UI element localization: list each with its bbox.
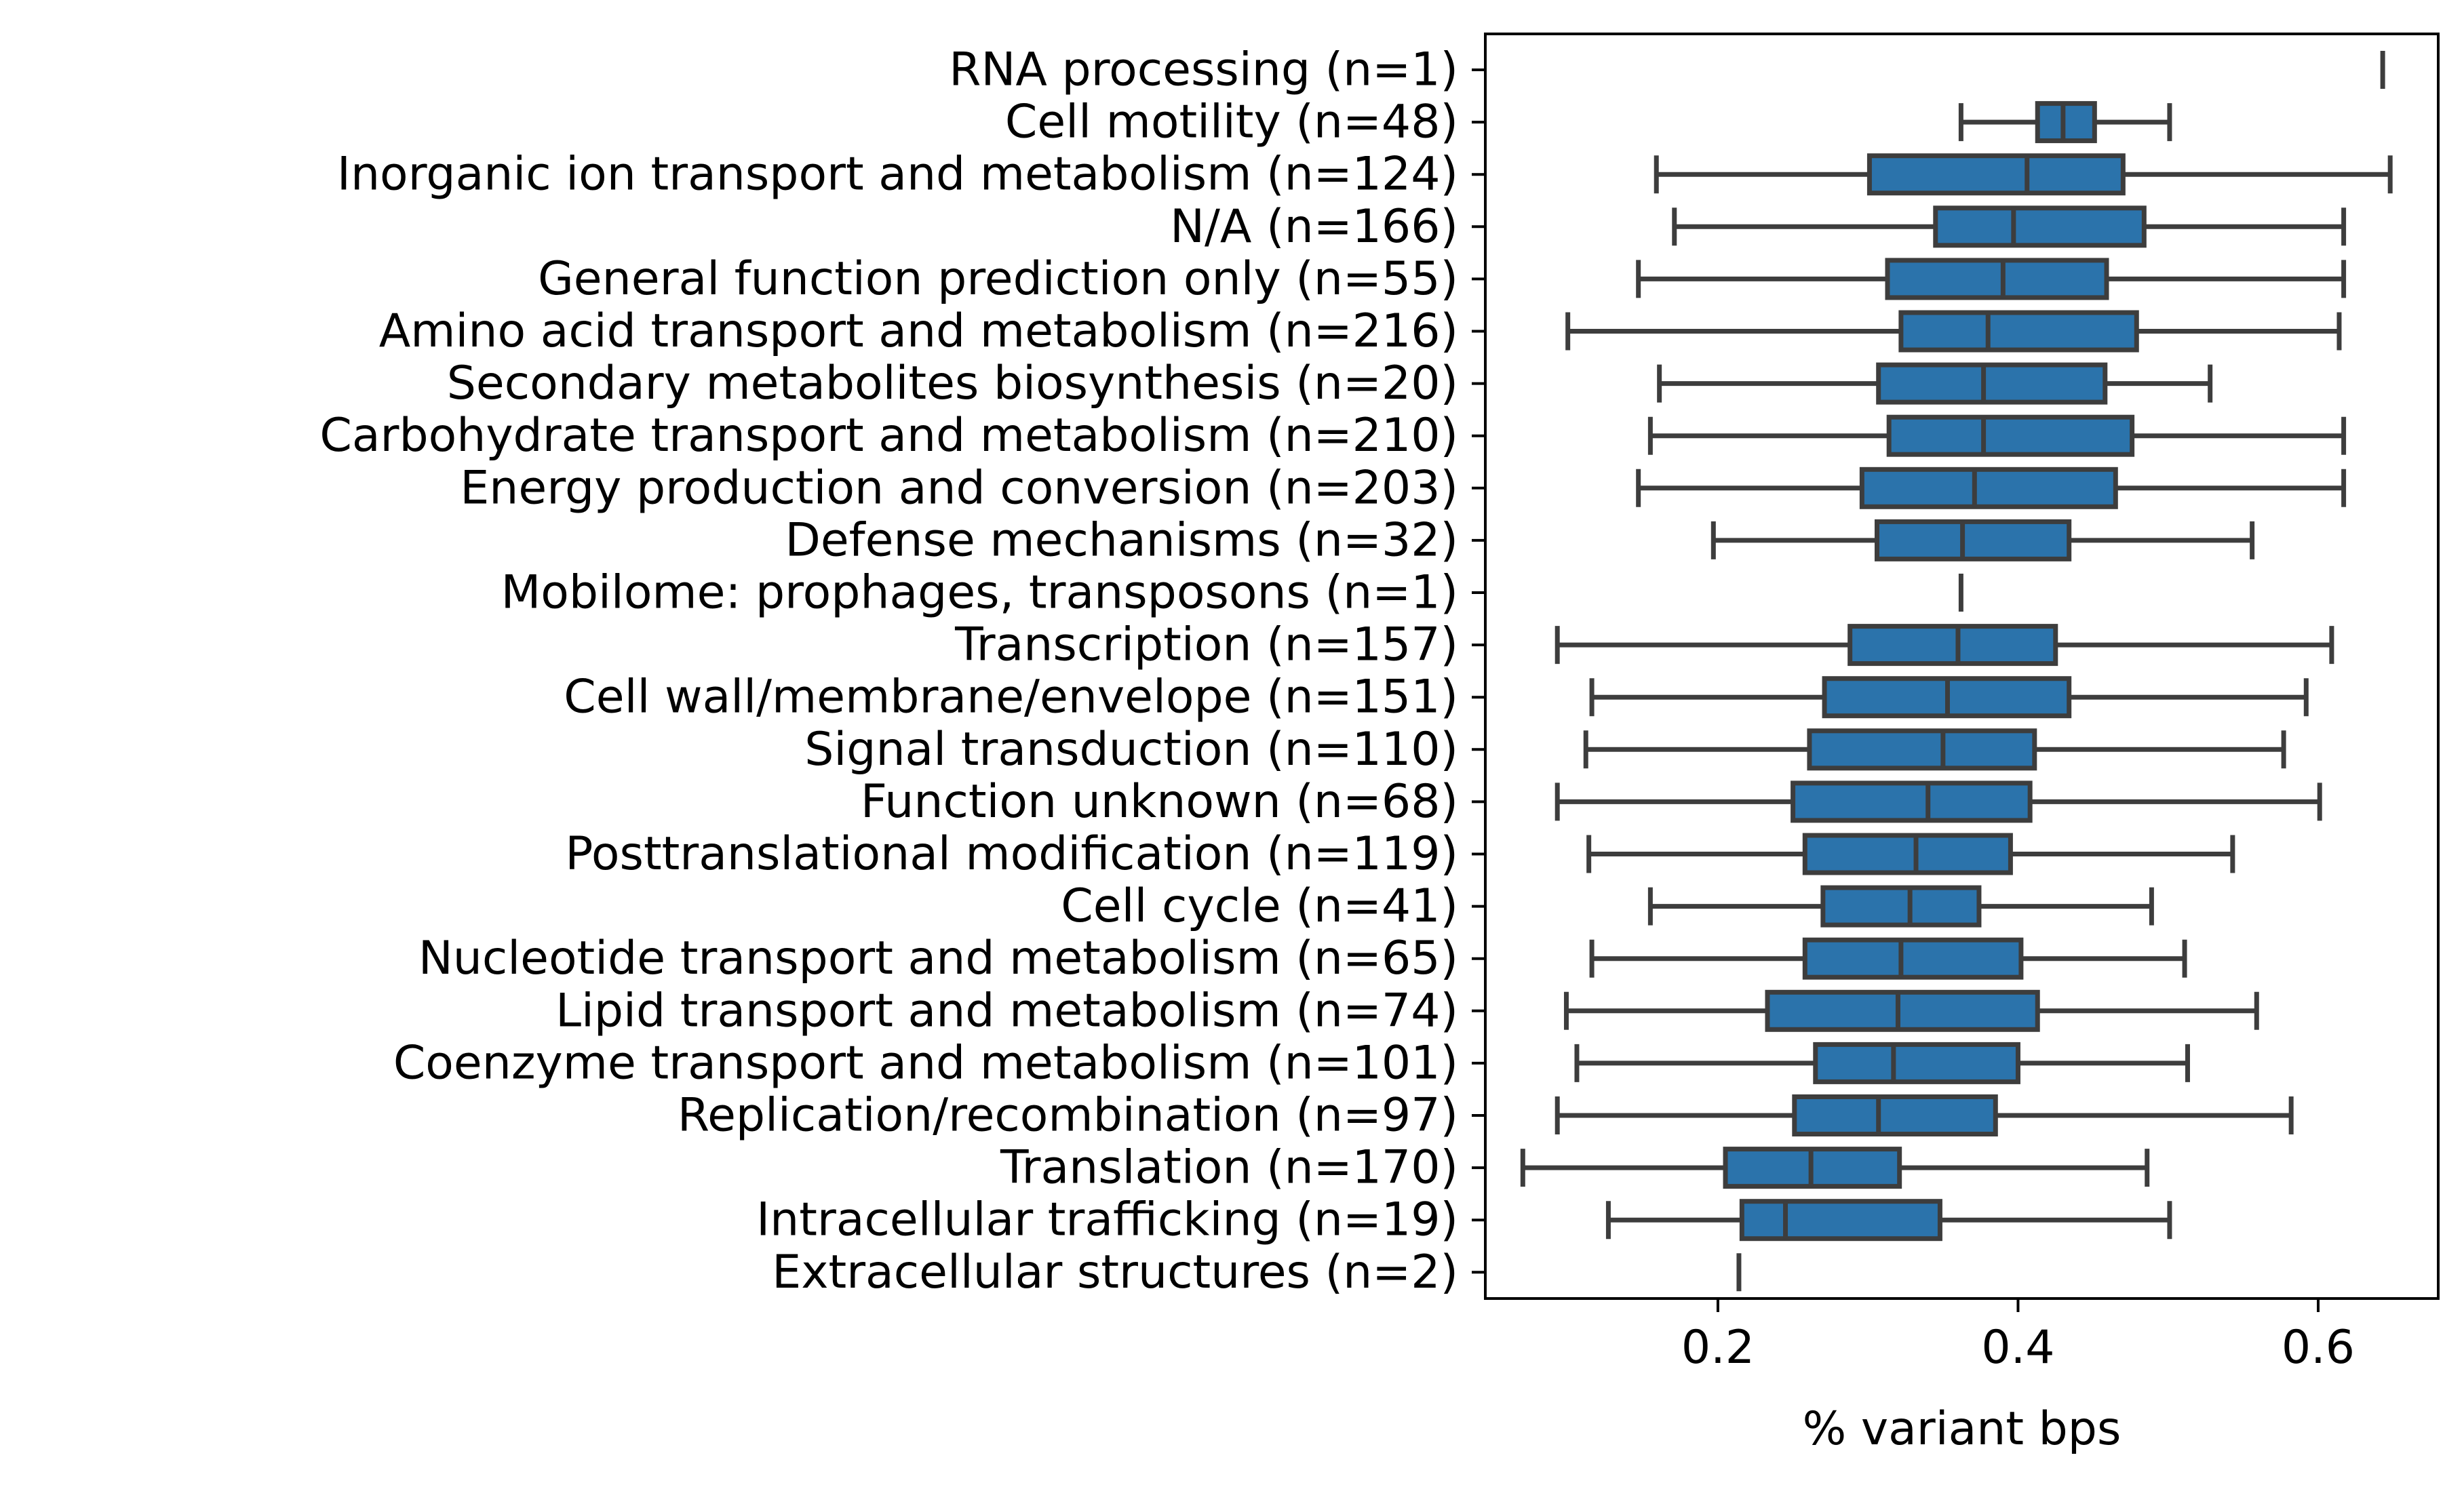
- iqr-box: [1802, 833, 2013, 875]
- iqr-box: [1859, 467, 2118, 509]
- category-label: Posttranslational modification (n=119): [565, 827, 1458, 881]
- category-label: Cell cycle (n=41): [1061, 879, 1458, 933]
- iqr-box: [1820, 885, 1982, 928]
- box-9: [1710, 519, 2255, 561]
- box-3: [1672, 205, 2347, 248]
- category-label: Translation (n=170): [1000, 1141, 1458, 1195]
- iqr-box: [1807, 728, 2037, 771]
- y-ticks: [1472, 68, 1485, 1274]
- iqr-box: [1933, 205, 2147, 248]
- category-label: Extracellular structures (n=2): [772, 1246, 1458, 1299]
- iqr-box: [1791, 780, 2033, 823]
- category-label: Intracellular trafficking (n=19): [756, 1193, 1458, 1247]
- category-label: Inorganic ion transport and metabolism (…: [337, 148, 1458, 201]
- category-label: Carbohydrate transport and metabolism (n…: [319, 409, 1458, 462]
- box-18: [1563, 989, 2259, 1032]
- iqr-box: [1813, 1042, 2020, 1084]
- boxes: [1520, 51, 2393, 1292]
- category-label: Replication/recombination (n=97): [678, 1089, 1458, 1143]
- box-5: [1565, 310, 2342, 353]
- box-14: [1554, 780, 2322, 823]
- category-label: Transcription (n=157): [954, 618, 1458, 672]
- category-label: Nucleotide transport and metabolism (n=6…: [418, 932, 1458, 985]
- box-8: [1636, 467, 2347, 509]
- box-12: [1589, 676, 2309, 719]
- box-4: [1636, 258, 2347, 300]
- category-label: Energy production and conversion (n=203): [460, 461, 1458, 515]
- iqr-box: [1792, 1094, 1998, 1136]
- box-7: [1647, 414, 2347, 457]
- box-13: [1583, 728, 2286, 771]
- box-16: [1647, 885, 2154, 928]
- iqr-box: [1874, 519, 2072, 561]
- iqr-box: [1866, 153, 2126, 196]
- iqr-box: [1847, 624, 2058, 667]
- category-label: Coenzyme transport and metabolism (n=101…: [393, 1036, 1458, 1090]
- plot-frame: [1484, 33, 2440, 1300]
- iqr-box: [1876, 362, 2108, 405]
- box-1: [1958, 101, 2172, 144]
- box-22: [1605, 1199, 2172, 1242]
- category-label: Cell motility (n=48): [1005, 96, 1458, 149]
- x-tick-label: 0.2: [1681, 1321, 1755, 1374]
- box-19: [1574, 1042, 2190, 1084]
- category-label: Mobilome: prophages, transposons (n=1): [501, 566, 1458, 620]
- iqr-box: [1886, 414, 2135, 457]
- x-tick-label: 0.4: [1981, 1321, 2054, 1374]
- category-label: Function unknown (n=68): [861, 775, 1458, 829]
- category-label: Cell wall/membrane/envelope (n=151): [564, 671, 1458, 724]
- x-axis-title: % variant bps: [1803, 1402, 2121, 1456]
- category-label: Secondary metabolites biosynthesis (n=20…: [447, 357, 1458, 410]
- box-6: [1657, 362, 2213, 405]
- category-label: Amino acid transport and metabolism (n=2…: [379, 304, 1458, 358]
- box-15: [1586, 833, 2235, 875]
- box-11: [1554, 624, 2334, 667]
- box-17: [1589, 937, 2187, 980]
- category-label: General function prediction only (n=55): [538, 252, 1458, 306]
- category-labels: RNA processing (n=1)Cell motility (n=48)…: [319, 43, 1458, 1299]
- x-ticks: 0.2 0.4 0.6: [1681, 1299, 2355, 1374]
- category-label: Defense mechanisms (n=32): [785, 513, 1458, 567]
- box-20: [1554, 1094, 2294, 1136]
- box-2: [1654, 153, 2393, 196]
- category-label: Lipid transport and metabolism (n=74): [555, 984, 1458, 1037]
- iqr-box: [1739, 1199, 1942, 1242]
- iqr-box: [1765, 989, 2040, 1032]
- x-tick-label: 0.6: [2282, 1321, 2355, 1374]
- category-label: Signal transduction (n=110): [804, 723, 1458, 776]
- box-21: [1520, 1147, 2150, 1189]
- iqr-box: [1898, 310, 2139, 353]
- iqr-box: [1802, 937, 2024, 980]
- iqr-box: [2035, 101, 2097, 144]
- category-label: N/A (n=166): [1170, 200, 1458, 254]
- category-label: RNA processing (n=1): [949, 43, 1458, 97]
- iqr-box: [1885, 258, 2109, 300]
